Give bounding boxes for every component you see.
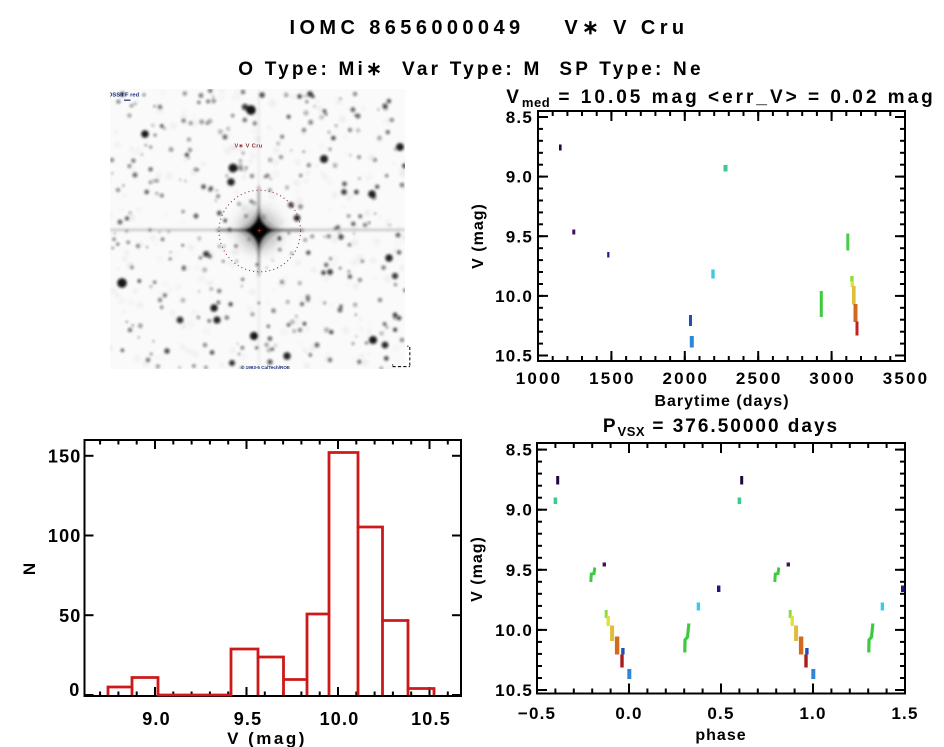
svg-text:9.0: 9.0: [506, 168, 533, 187]
svg-text:0: 0: [69, 680, 80, 700]
svg-text:1500: 1500: [589, 369, 636, 388]
svg-text:V (mag): V (mag): [227, 729, 307, 747]
svg-text:50: 50: [59, 606, 81, 626]
svg-text:10.5: 10.5: [411, 709, 451, 729]
svg-text:150: 150: [48, 446, 82, 466]
svg-text:1.0: 1.0: [799, 704, 826, 723]
svg-text:9.5: 9.5: [506, 561, 533, 580]
svg-text:100: 100: [48, 526, 82, 546]
svg-text:© 1993-5 CalTech/ROE: © 1993-5 CalTech/ROE: [241, 364, 290, 370]
svg-text:9.5: 9.5: [506, 227, 533, 246]
svg-text:V (mag): V (mag): [469, 536, 486, 602]
svg-text:0.0: 0.0: [615, 704, 642, 723]
svg-text:1000: 1000: [516, 369, 563, 388]
svg-text:10.0: 10.0: [320, 709, 360, 729]
svg-text:10.5: 10.5: [495, 681, 533, 700]
svg-text:1.5: 1.5: [891, 704, 918, 723]
svg-text:Barytime (days): Barytime (days): [654, 393, 789, 410]
svg-text:8.5: 8.5: [506, 441, 533, 460]
svg-text:O Type: Mi∗ Var Type: M SP T: O Type: Mi∗ Var Type: M SP Type: Ne: [238, 59, 703, 80]
svg-text:2500: 2500: [736, 369, 783, 388]
svg-text:3500: 3500: [883, 369, 930, 388]
svg-text:V (mag): V (mag): [470, 203, 487, 269]
svg-text:3000: 3000: [809, 369, 856, 388]
svg-text:PVSX = 376.50000 days: PVSX = 376.50000 days: [603, 416, 839, 439]
svg-text:10.5: 10.5: [495, 347, 533, 366]
svg-text:phase: phase: [695, 727, 746, 744]
svg-text:9.0: 9.0: [506, 501, 533, 520]
svg-text:8.5: 8.5: [506, 108, 533, 127]
svg-text:10.0: 10.0: [495, 621, 533, 640]
svg-text:N: N: [20, 562, 39, 575]
svg-text:10.0: 10.0: [495, 287, 533, 306]
svg-text:9.0: 9.0: [142, 709, 171, 729]
svg-text:2000: 2000: [662, 369, 709, 388]
svg-text:V∗ V Cru: V∗ V Cru: [235, 143, 263, 149]
svg-text:IOMC 8656000049 V∗ V Cru: IOMC 8656000049 V∗ V Cru: [289, 17, 688, 39]
svg-text:9.5: 9.5: [234, 709, 263, 729]
svg-text:−0.5: −0.5: [518, 704, 556, 723]
svg-text:0.5: 0.5: [707, 704, 734, 723]
svg-text:Vmed = 10.05 mag <err_V> = 0.0: Vmed = 10.05 mag <err_V> = 0.02 mag: [506, 87, 936, 110]
svg-text:POSSII F red: POSSII F red: [104, 93, 140, 99]
